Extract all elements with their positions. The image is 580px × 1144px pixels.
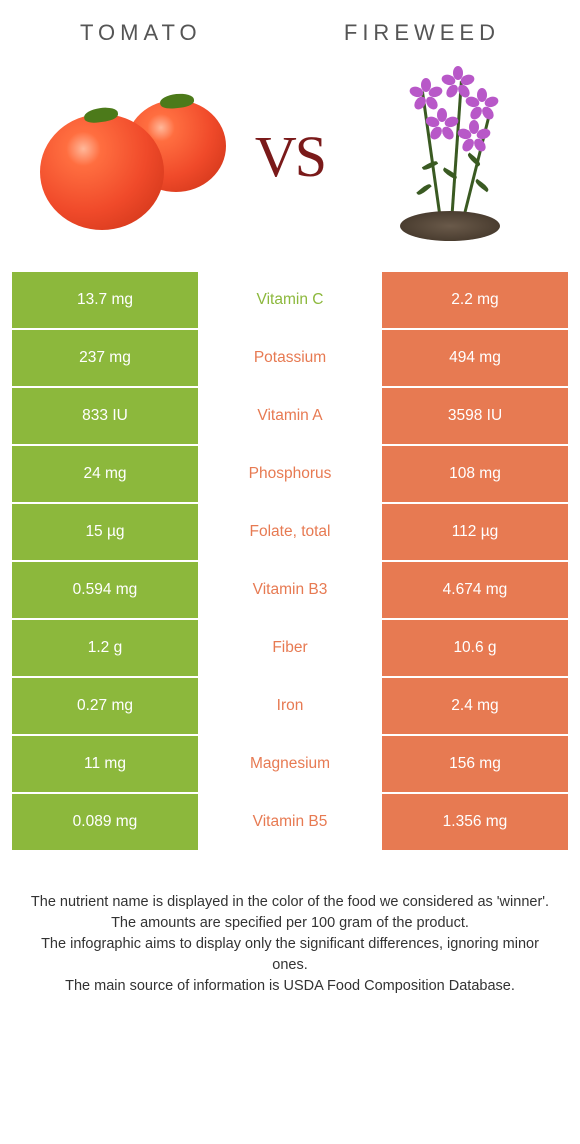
nutrient-name: Phosphorus bbox=[198, 446, 382, 502]
nutrient-name: Potassium bbox=[198, 330, 382, 386]
nutrient-name: Vitamin C bbox=[198, 272, 382, 328]
right-value: 10.6 g bbox=[382, 620, 568, 676]
left-value: 0.27 mg bbox=[12, 678, 198, 734]
table-row: 24 mgPhosphorus108 mg bbox=[12, 446, 568, 502]
nutrient-name: Magnesium bbox=[198, 736, 382, 792]
left-value: 0.089 mg bbox=[12, 794, 198, 850]
nutrient-name: Fiber bbox=[198, 620, 382, 676]
left-value: 11 mg bbox=[12, 736, 198, 792]
left-value: 833 IU bbox=[12, 388, 198, 444]
nutrient-name: Iron bbox=[198, 678, 382, 734]
nutrient-name: Folate, total bbox=[198, 504, 382, 560]
table-row: 15 µgFolate, total112 µg bbox=[12, 504, 568, 560]
right-value: 4.674 mg bbox=[382, 562, 568, 618]
footer-line: The infographic aims to display only the… bbox=[30, 934, 550, 976]
header: Tomato Fireweed bbox=[0, 0, 580, 56]
table-row: 0.27 mgIron2.4 mg bbox=[12, 678, 568, 734]
left-value: 1.2 g bbox=[12, 620, 198, 676]
footer-line: The main source of information is USDA F… bbox=[30, 976, 550, 997]
right-value: 3598 IU bbox=[382, 388, 568, 444]
nutrient-name: Vitamin A bbox=[198, 388, 382, 444]
table-row: 0.089 mgVitamin B51.356 mg bbox=[12, 794, 568, 850]
left-value: 15 µg bbox=[12, 504, 198, 560]
table-row: 1.2 gFiber10.6 g bbox=[12, 620, 568, 676]
left-value: 24 mg bbox=[12, 446, 198, 502]
vs-label: VS bbox=[255, 123, 325, 190]
footer-notes: The nutrient name is displayed in the co… bbox=[0, 852, 580, 997]
tomato-image bbox=[40, 76, 220, 236]
fireweed-image bbox=[360, 76, 540, 236]
right-value: 112 µg bbox=[382, 504, 568, 560]
nutrient-table: 13.7 mgVitamin C2.2 mg237 mgPotassium494… bbox=[12, 272, 568, 850]
nutrient-name: Vitamin B5 bbox=[198, 794, 382, 850]
footer-line: The amounts are specified per 100 gram o… bbox=[30, 913, 550, 934]
left-food-title: Tomato bbox=[80, 20, 202, 46]
left-value: 0.594 mg bbox=[12, 562, 198, 618]
table-row: 833 IUVitamin A3598 IU bbox=[12, 388, 568, 444]
left-value: 237 mg bbox=[12, 330, 198, 386]
left-value: 13.7 mg bbox=[12, 272, 198, 328]
image-row: VS bbox=[0, 56, 580, 272]
table-row: 11 mgMagnesium156 mg bbox=[12, 736, 568, 792]
table-row: 0.594 mgVitamin B34.674 mg bbox=[12, 562, 568, 618]
right-value: 156 mg bbox=[382, 736, 568, 792]
nutrient-name: Vitamin B3 bbox=[198, 562, 382, 618]
right-value: 2.4 mg bbox=[382, 678, 568, 734]
table-row: 13.7 mgVitamin C2.2 mg bbox=[12, 272, 568, 328]
footer-line: The nutrient name is displayed in the co… bbox=[30, 892, 550, 913]
right-value: 108 mg bbox=[382, 446, 568, 502]
right-value: 494 mg bbox=[382, 330, 568, 386]
right-value: 2.2 mg bbox=[382, 272, 568, 328]
table-row: 237 mgPotassium494 mg bbox=[12, 330, 568, 386]
right-value: 1.356 mg bbox=[382, 794, 568, 850]
right-food-title: Fireweed bbox=[344, 20, 500, 46]
